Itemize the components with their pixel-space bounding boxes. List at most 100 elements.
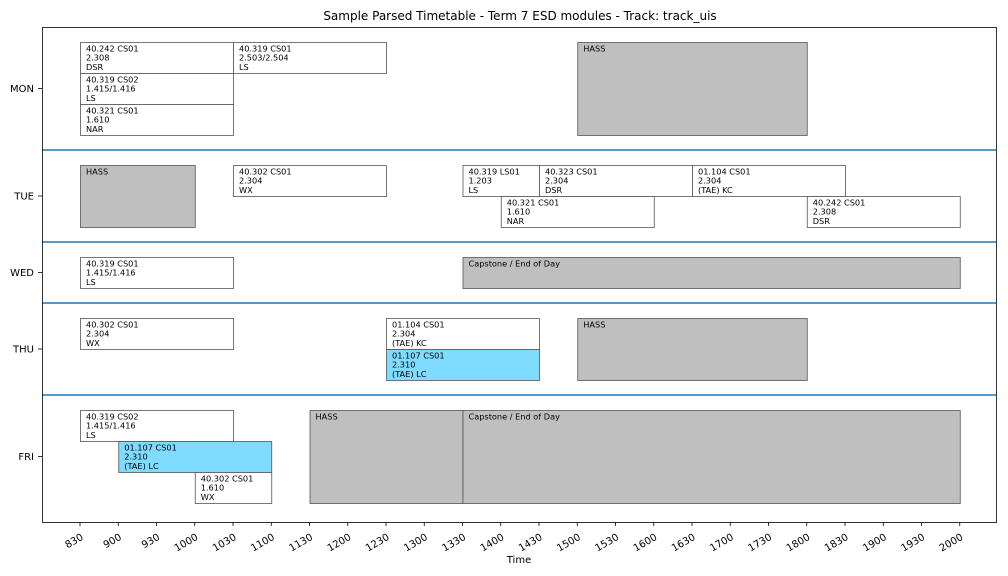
x-tick-label-1830: 1830 — [823, 532, 851, 554]
event-box — [539, 165, 693, 197]
event-text: Capstone / End of Day — [469, 412, 561, 422]
x-tick-label-830: 830 — [63, 532, 85, 551]
event-text: 2.304 — [392, 329, 415, 339]
x-tick-label-1130: 1130 — [287, 532, 315, 554]
event-text: LS — [86, 277, 96, 287]
event-text: 2.304 — [86, 329, 109, 339]
event-text: LS — [239, 62, 249, 72]
event-text: 40.302 CS01 — [86, 320, 139, 330]
event-text: 40.323 CS01 — [545, 167, 598, 177]
event-box — [80, 73, 234, 105]
event-text: NAR — [507, 216, 525, 226]
timetable-event[interactable]: Capstone / End of Day — [462, 257, 961, 289]
event-text: 2.310 — [392, 360, 415, 370]
event-text: LS — [469, 185, 479, 195]
event-text: 40.302 CS01 — [201, 474, 254, 484]
x-tick-label-930: 930 — [140, 532, 162, 551]
event-text: DSR — [813, 216, 831, 226]
event-text: 40.319 LS01 — [469, 167, 520, 177]
x-tick-label-1030: 1030 — [211, 532, 239, 554]
event-text: 40.319 CS02 — [86, 75, 139, 85]
event-text: HASS — [316, 412, 338, 422]
event-text: 01.107 CS01 — [124, 443, 177, 453]
event-text: 1.610 — [201, 483, 224, 493]
x-tick-label-1530: 1530 — [593, 532, 621, 554]
event-box — [194, 472, 273, 504]
day-label-wed: WED — [10, 268, 34, 279]
day-label-fri: FRI — [18, 452, 34, 463]
event-box — [577, 42, 808, 136]
event-box — [118, 441, 273, 473]
x-tick-label-1700: 1700 — [708, 532, 736, 554]
day-label-thu: THU — [12, 345, 34, 356]
event-box — [806, 196, 961, 228]
x-tick-label-1200: 1200 — [326, 532, 354, 554]
event-text: 2.503/2.504 — [239, 53, 289, 63]
event-text: Capstone / End of Day — [469, 259, 561, 269]
event-text: 01.107 CS01 — [392, 351, 445, 361]
event-box — [309, 410, 464, 504]
event-box — [500, 196, 655, 228]
x-tick-label-2000: 2000 — [938, 532, 966, 554]
x-tick-label-900: 900 — [102, 532, 124, 551]
event-text: (TAE) KC — [698, 185, 733, 195]
event-box — [80, 42, 234, 74]
x-tick-label-1930: 1930 — [899, 532, 927, 554]
x-tick-label-1430: 1430 — [517, 532, 545, 554]
event-text: WX — [86, 338, 100, 348]
event-text: (TAE) LC — [392, 369, 427, 379]
event-text: 40.321 CS01 — [86, 106, 139, 116]
event-text: 40.319 CS01 — [239, 44, 292, 54]
chart-title: Sample Parsed Timetable - Term 7 ESD mod… — [323, 9, 717, 23]
timetable-event[interactable]: HASS — [309, 410, 464, 504]
event-text: NAR — [86, 124, 104, 134]
timetable-event[interactable]: HASS — [80, 165, 196, 228]
event-text: 2.308 — [86, 53, 109, 63]
x-axis-label: Time — [506, 555, 531, 566]
event-text: 40.242 CS01 — [86, 44, 139, 54]
event-box — [386, 349, 540, 381]
event-text: 1.415/1.416 — [86, 84, 136, 94]
x-tick-label-1900: 1900 — [861, 532, 889, 554]
event-box — [577, 318, 808, 381]
event-box — [80, 104, 234, 136]
event-text: 2.308 — [813, 207, 836, 217]
timetable-event[interactable]: Capstone / End of Day — [462, 410, 961, 504]
event-text: 40.321 CS01 — [507, 198, 560, 208]
event-box — [80, 165, 196, 228]
event-text: LS — [86, 430, 96, 440]
event-text: WX — [239, 185, 253, 195]
event-text: DSR — [545, 185, 563, 195]
event-box — [80, 257, 234, 289]
x-tick-label-1500: 1500 — [555, 532, 583, 554]
event-text: HASS — [583, 320, 605, 330]
event-text: (TAE) KC — [392, 338, 427, 348]
timetable-event[interactable]: HASS — [577, 318, 808, 381]
day-label-mon: MON — [10, 84, 34, 95]
event-box — [80, 318, 234, 350]
timetable-event[interactable]: HASS — [577, 42, 808, 136]
event-box — [386, 318, 540, 350]
event-box — [462, 410, 961, 504]
x-tick-label-1300: 1300 — [402, 532, 430, 554]
event-box — [692, 165, 846, 197]
x-tick-label-1630: 1630 — [670, 532, 698, 554]
